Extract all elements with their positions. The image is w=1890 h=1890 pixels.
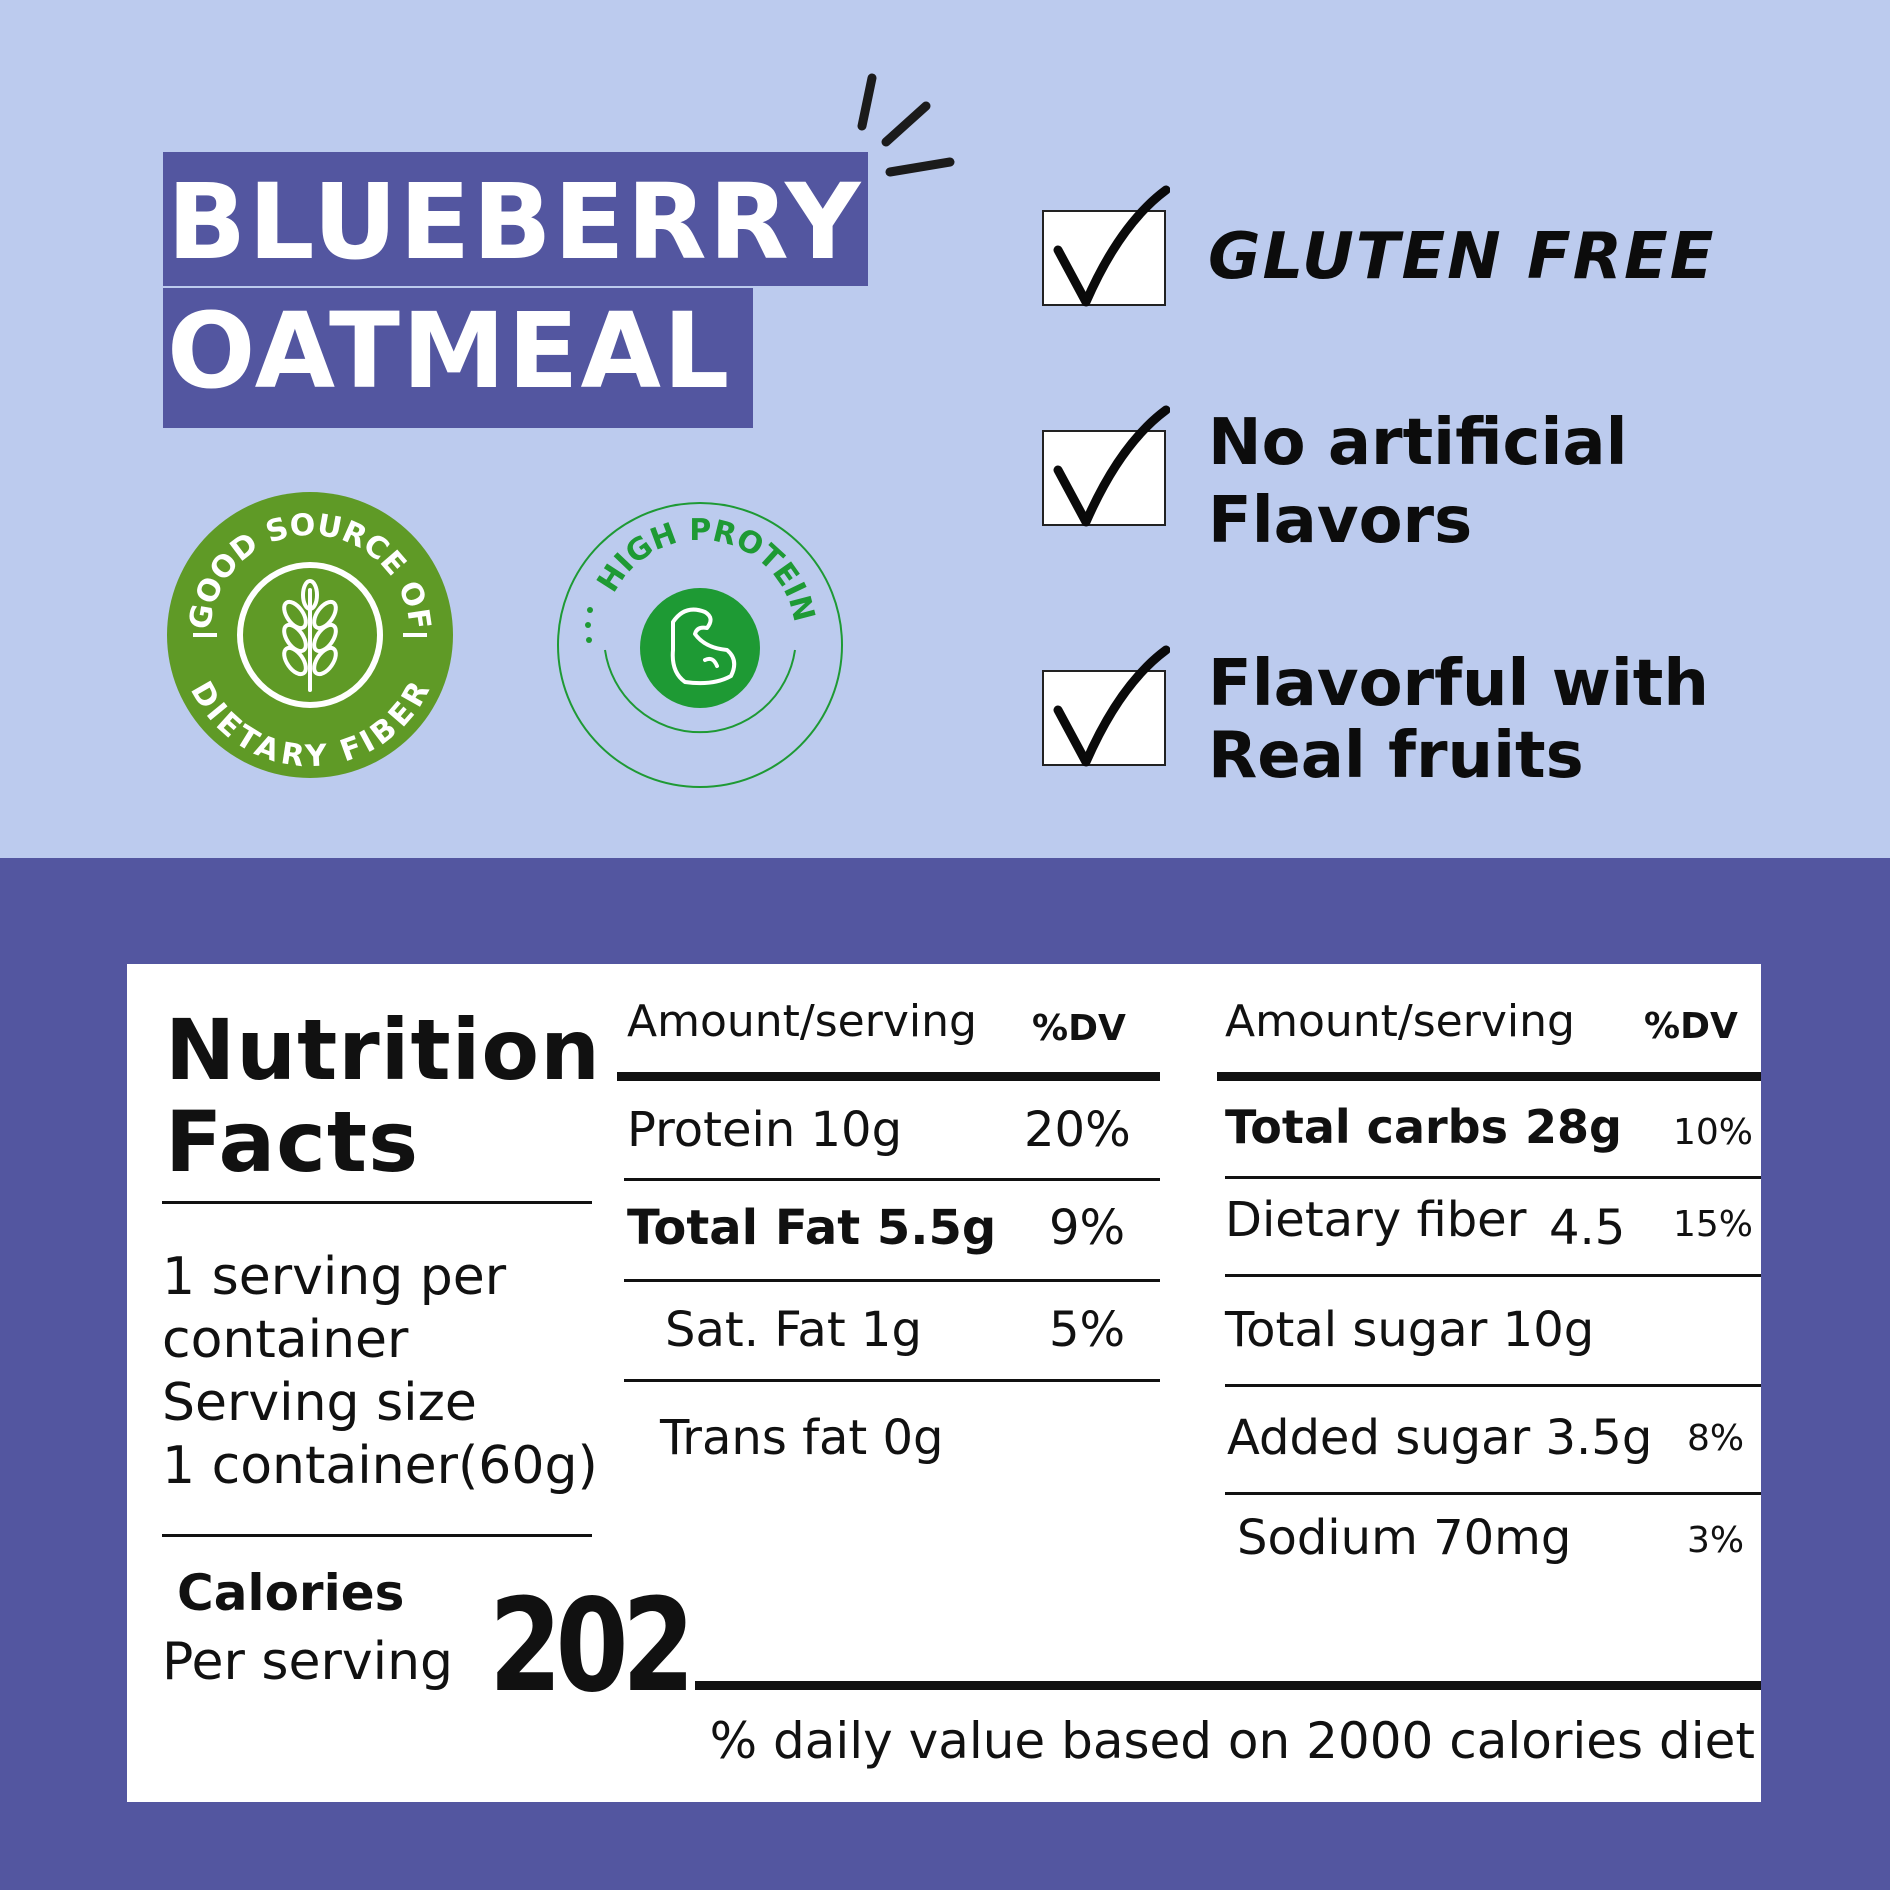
feature-real-fruits-line1: Flavorful with [1208,647,1709,721]
wheat-icon [282,579,338,692]
daily-value-footnote: % daily value based on 2000 calories die… [709,1712,1755,1770]
dietary-fiber-badge: GOOD SOURCE OF DIETARY FIBER [167,492,453,778]
divider [624,1379,1160,1382]
divider [624,1279,1160,1282]
feature-no-artificial-line1: No artificial [1208,406,1628,480]
divider [1225,1176,1761,1179]
checkmark-icon [1053,645,1170,767]
total-carbs-dv: 10% [1673,1112,1754,1153]
nutrition-facts-panel: Nutrition Facts 1 serving per container … [127,964,1761,1802]
divider [162,1534,592,1537]
product-title-line1: BLUEBERRY [163,152,868,286]
divider [1225,1492,1761,1495]
sodium-row: Sodium 70mg [1237,1510,1572,1566]
dietary-fiber-dv: 15% [1673,1204,1754,1245]
checkmark-icon [1053,405,1170,527]
total-carbs-label: Total carbs [1225,1100,1508,1154]
feature-real-fruits: Flavorful with Real fruits [1208,648,1709,792]
feature-no-artificial-line2: Flavors [1208,484,1473,558]
serving-line3: Serving size [162,1373,477,1433]
protein-row: Protein 10g [627,1102,903,1158]
feature-gluten-free: GLUTEN FREE [1208,220,1716,294]
total-sugar-row: Total sugar 10g [1225,1302,1595,1358]
divider [162,1201,592,1204]
total-carbs-amount: 28g [1525,1100,1622,1154]
muscle-arm-icon [670,607,737,686]
col2-header-divider [1217,1072,1761,1081]
added-sugar-dv: 8% [1687,1418,1745,1459]
divider [1225,1384,1761,1387]
divider [624,1178,1160,1181]
total-fat-row: Total Fat 5.5g [627,1200,997,1256]
feature-no-artificial-flavors: No artificial Flavors [1208,404,1628,560]
calories-label: Calories [177,1564,405,1622]
high-protein-badge: HIGH PROTEIN [557,502,843,788]
protein-dv: 20% [1024,1102,1131,1158]
sat-fat-dv: 5% [1049,1302,1126,1358]
product-title-line2: OATMEAL [163,288,753,428]
spark-icon [857,73,955,177]
trans-fat-row: Trans fat 0g [660,1410,944,1466]
serving-line1: 1 serving per [162,1247,507,1307]
dietary-fiber-label: Dietary fiber [1225,1192,1527,1248]
col2-amount-header: Amount/serving [1225,996,1575,1047]
col1-amount-header: Amount/serving [627,996,977,1047]
nutrition-facts-title: Nutrition Facts [165,1004,601,1188]
sodium-dv: 3% [1687,1520,1745,1561]
divider [1225,1274,1761,1277]
serving-line4: 1 container(60g) [162,1436,598,1496]
serving-info: 1 serving per container Serving size 1 c… [162,1246,598,1498]
col1-dv-header: %DV [1032,1008,1126,1049]
serving-line2: container [162,1310,409,1370]
checkmark-icon [1053,185,1170,307]
col1-header-divider [617,1072,1160,1081]
calories-value: 202 [489,1572,695,1721]
total-fat-dv: 9% [1049,1200,1126,1256]
dietary-fiber-amount: 4.5 [1549,1200,1626,1256]
added-sugar-row: Added sugar 3.5g [1227,1410,1653,1466]
nutrition-title-line2: Facts [165,1093,420,1191]
sat-fat-row: Sat. Fat 1g [665,1302,922,1358]
feature-real-fruits-line2: Real fruits [1208,719,1584,793]
per-serving-label: Per serving [162,1632,454,1692]
calories-divider [695,1681,1761,1690]
col2-dv-header: %DV [1644,1006,1738,1047]
nutrition-title-line1: Nutrition [165,1001,601,1099]
